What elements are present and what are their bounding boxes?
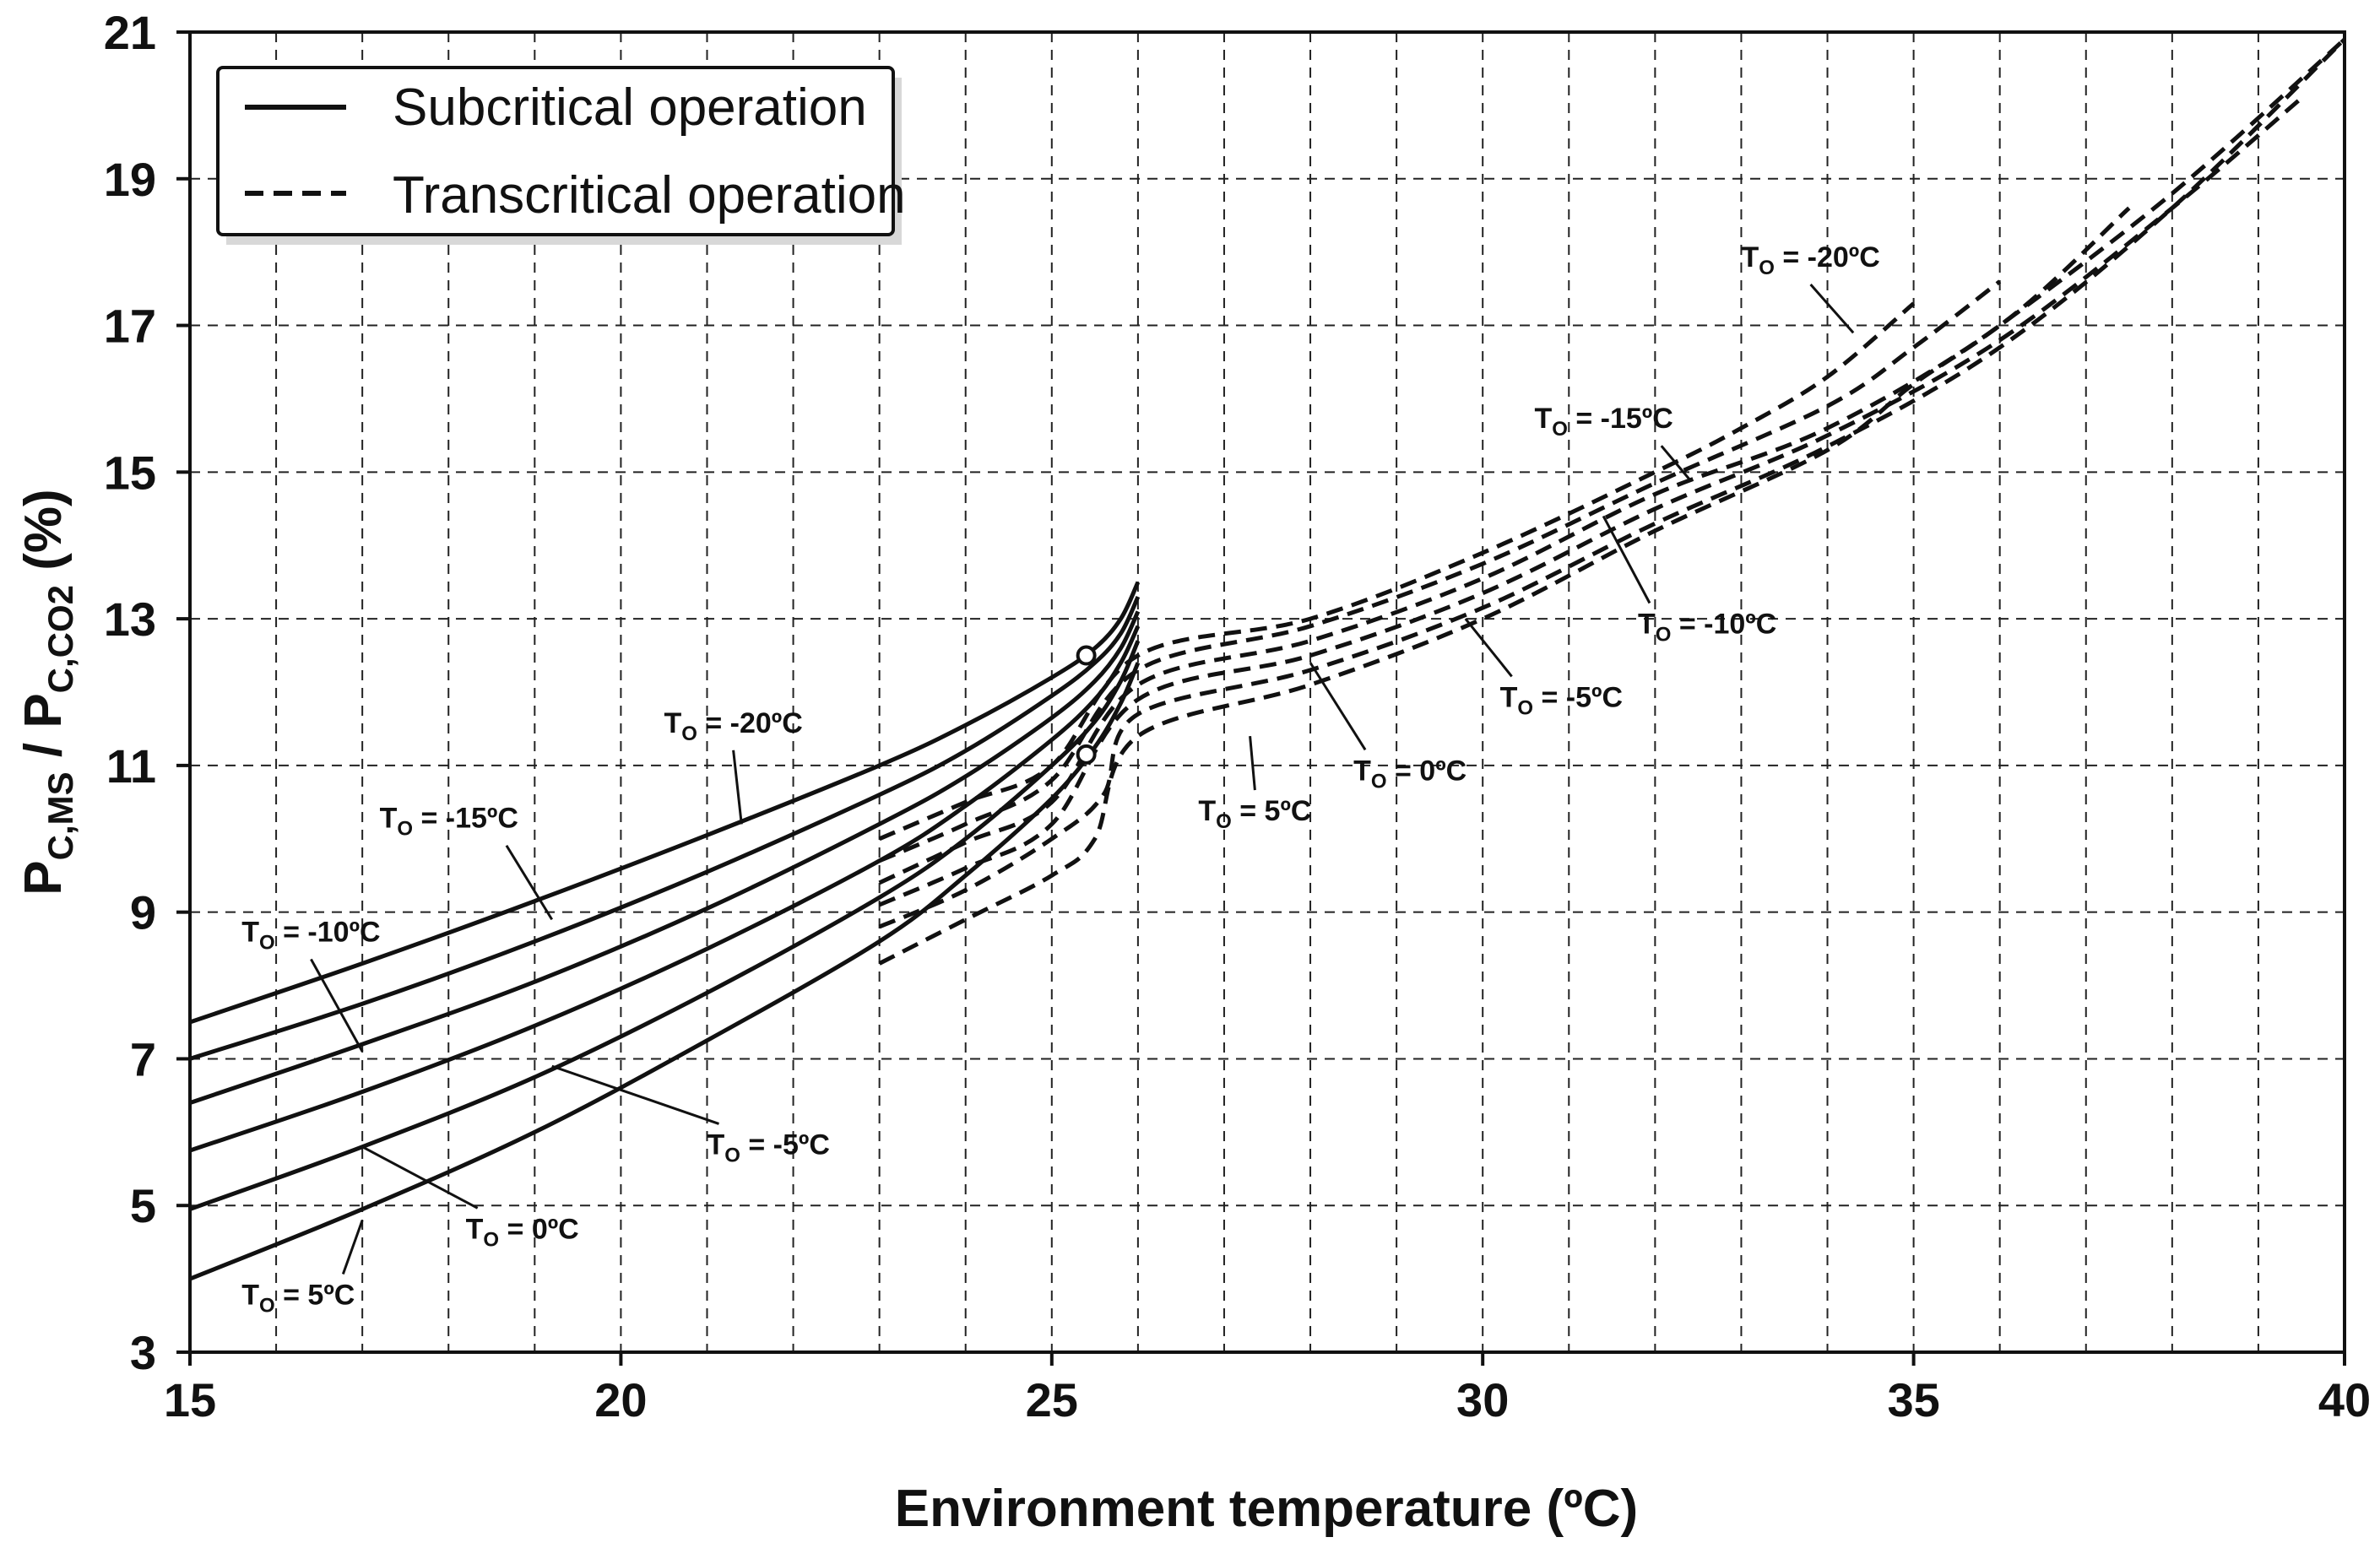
- legend: Subcritical operation Transcritical oper…: [216, 66, 906, 245]
- annotation-pointer-line: [1809, 284, 1855, 334]
- x-axis-label: Environment temperature (ºC): [895, 1480, 1638, 1538]
- annotations-group: TO = -20ºC TO = -15ºC TO = -10ºC TO = -5ºC T…: [241, 241, 1880, 1317]
- y-tick-label: 19: [104, 153, 156, 206]
- curve-label: TO = 5ºC: [241, 1280, 355, 1318]
- series-line-subcritical: [189, 610, 1141, 1105]
- grid: [190, 32, 2345, 1352]
- curve-label: TO = -15ºC: [1534, 403, 1673, 441]
- markers-group: [1076, 645, 1097, 765]
- y-tick-label: 7: [130, 1032, 156, 1085]
- x-tick-label: 35: [1887, 1373, 1939, 1426]
- curve-label: TO = -20ºC: [1741, 241, 1879, 279]
- series-line-transcritical: [878, 37, 2346, 929]
- y-tick-label: 21: [104, 6, 156, 59]
- annotation-pointer-line: [341, 1220, 364, 1275]
- y-tick-label: 3: [130, 1326, 156, 1379]
- curve-label: TO = -5ºC: [1500, 681, 1623, 719]
- y-tick-label: 17: [104, 300, 156, 353]
- curve-label: TO = -20ºC: [664, 707, 802, 745]
- annotation-pointer-line: [361, 1145, 479, 1210]
- annotation-pointer-line: [505, 844, 554, 921]
- legend-label-subcritical: Subcritical operation: [393, 78, 867, 137]
- y-tick-label: 15: [104, 446, 156, 499]
- curve-label: TO = 5ºC: [1198, 795, 1311, 833]
- curve-label: TO = -10ºC: [1638, 608, 1776, 646]
- x-tick-label: 30: [1456, 1373, 1509, 1426]
- x-tick-label: 20: [594, 1373, 647, 1426]
- annotation-pointers: [310, 284, 1855, 1275]
- x-tick-label: 25: [1026, 1373, 1078, 1426]
- data-point-marker: [1076, 645, 1097, 666]
- curve-label: TO = -5ºC: [707, 1129, 829, 1166]
- annotation-pointer-line: [732, 750, 743, 825]
- legend-box: [216, 66, 895, 236]
- y-tick-label: 11: [106, 739, 156, 793]
- series-line-transcritical: [878, 96, 2303, 907]
- y-axis-label: PC,MS / PC,CO2 (%): [14, 489, 80, 895]
- series-line-transcritical: [878, 206, 2131, 885]
- annotation-pointer-line: [1249, 735, 1256, 791]
- series-group: [189, 37, 2346, 1281]
- annotation-pointer-line: [1660, 445, 1691, 480]
- curve-label: TO = -10ºC: [241, 916, 380, 954]
- series-line-transcritical: [878, 37, 2346, 966]
- curve-label: TO = 0ºC: [466, 1213, 579, 1251]
- curve-label: TO = -15ºC: [380, 803, 518, 841]
- plot-area-frame: [188, 30, 2346, 1354]
- series-line-subcritical: [189, 581, 1141, 1025]
- annotation-pointer-line: [310, 958, 364, 1053]
- data-point-marker: [1076, 744, 1097, 765]
- annotation-pointer-line: [1602, 515, 1651, 604]
- x-tick-label: 15: [164, 1373, 216, 1426]
- y-tick-label: 9: [130, 886, 156, 939]
- curve-label: TO = 0ºC: [1353, 755, 1466, 793]
- legend-label-transcritical: Transcritical operation: [393, 166, 906, 225]
- series-line-subcritical: [189, 640, 1141, 1211]
- y-tick-label: 5: [130, 1179, 156, 1232]
- annotation-pointer-line: [1309, 662, 1367, 751]
- series-line-subcritical: [189, 595, 1141, 1061]
- annotation-pointer-line: [551, 1064, 719, 1125]
- y-tick-label: 13: [104, 593, 156, 646]
- series-line-transcritical: [878, 301, 1916, 842]
- series-line-transcritical: [878, 279, 2002, 863]
- x-tick-label: 40: [2318, 1373, 2371, 1426]
- annotation-pointer-line: [1464, 618, 1513, 678]
